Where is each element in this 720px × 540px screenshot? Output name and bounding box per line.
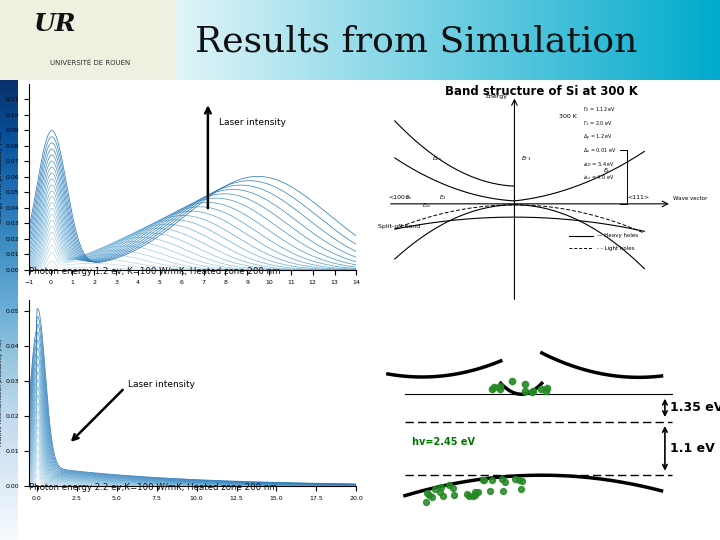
Point bbox=[494, 385, 505, 394]
Point bbox=[426, 493, 438, 502]
Text: $\partial_{LD}$ = 3.4 eV: $\partial_{LD}$ = 3.4 eV bbox=[583, 160, 615, 168]
Point bbox=[429, 484, 441, 493]
Point bbox=[513, 476, 525, 484]
Point bbox=[541, 384, 553, 393]
Text: <100>: <100> bbox=[388, 195, 410, 200]
Point bbox=[520, 380, 531, 389]
Point bbox=[467, 492, 479, 501]
Text: $E_{\Gamma 1}$: $E_{\Gamma 1}$ bbox=[521, 153, 532, 163]
Point bbox=[499, 478, 510, 487]
Text: UNIVERSITÉ DE ROUEN: UNIVERSITÉ DE ROUEN bbox=[50, 59, 130, 65]
Point bbox=[510, 475, 521, 483]
Text: 1.1 eV: 1.1 eV bbox=[670, 442, 715, 455]
Point bbox=[527, 387, 539, 396]
Text: $\Delta_x$ = 0.01 eV: $\Delta_x$ = 0.01 eV bbox=[583, 146, 616, 155]
Point bbox=[477, 476, 489, 485]
Text: $\Gamma_1$ = 2.0 eV: $\Gamma_1$ = 2.0 eV bbox=[583, 119, 613, 128]
Point bbox=[479, 475, 490, 484]
Text: 1.35 eV: 1.35 eV bbox=[670, 401, 720, 414]
Point bbox=[462, 490, 473, 498]
Point bbox=[496, 475, 508, 483]
Text: Band structure of Si at 300 K: Band structure of Si at 300 K bbox=[446, 85, 638, 98]
Text: $E_2$: $E_2$ bbox=[439, 193, 446, 202]
Point bbox=[486, 385, 498, 394]
Text: UR: UR bbox=[34, 12, 76, 36]
Text: $\partial_{Lo}$ = 4.0 eV: $\partial_{Lo}$ = 4.0 eV bbox=[583, 173, 614, 182]
Point bbox=[535, 385, 546, 394]
Text: Results from Simulation: Results from Simulation bbox=[195, 24, 637, 58]
Text: Split-off band: Split-off band bbox=[377, 225, 420, 230]
Text: <111>: <111> bbox=[627, 195, 649, 200]
Text: $E_{vv}$: $E_{vv}$ bbox=[422, 201, 432, 211]
Point bbox=[516, 477, 527, 486]
Point bbox=[449, 491, 460, 500]
Text: Wave vector: Wave vector bbox=[673, 196, 708, 201]
Text: $\Gamma_0$ = 1.12 eV: $\Gamma_0$ = 1.12 eV bbox=[583, 105, 616, 114]
Point bbox=[488, 383, 500, 391]
Point bbox=[485, 487, 496, 496]
Point bbox=[423, 491, 435, 500]
Point bbox=[494, 381, 505, 390]
Point bbox=[516, 485, 527, 494]
Text: - - Light holes: - - Light holes bbox=[596, 246, 634, 251]
Text: Energy: Energy bbox=[485, 94, 508, 99]
Point bbox=[526, 388, 537, 396]
Text: Photon energy 2.2 ev,K=100 W/mK, Heated zone 200 nm: Photon energy 2.2 ev,K=100 W/mK, Heated … bbox=[29, 483, 277, 492]
Point bbox=[437, 491, 449, 500]
Point bbox=[448, 484, 459, 492]
Y-axis label: Energy conv. probability (AU): Energy conv. probability (AU) bbox=[0, 131, 3, 223]
Text: Laser intensity: Laser intensity bbox=[128, 380, 195, 389]
Point bbox=[443, 481, 454, 489]
Text: $\Delta_y$ = 1.2 eV: $\Delta_y$ = 1.2 eV bbox=[583, 133, 613, 143]
Text: $E_t$: $E_t$ bbox=[603, 166, 611, 175]
Point bbox=[421, 489, 433, 497]
Text: — Heavy holes: — Heavy holes bbox=[596, 233, 638, 238]
Point bbox=[497, 487, 508, 496]
Point bbox=[434, 488, 446, 496]
Text: hv=2.45 eV: hv=2.45 eV bbox=[412, 437, 475, 447]
Point bbox=[436, 483, 447, 492]
Point bbox=[520, 387, 531, 395]
Point bbox=[540, 387, 552, 395]
Point bbox=[420, 498, 431, 507]
Point bbox=[506, 376, 518, 385]
Text: Photon energy 1.2 ev, K=100 W/mK, Heated zone 200 nm: Photon energy 1.2 ev, K=100 W/mK, Heated… bbox=[29, 267, 280, 276]
Bar bbox=[0, 0, 175, 80]
Point bbox=[463, 492, 474, 501]
Text: Laser intensity: Laser intensity bbox=[219, 118, 286, 127]
Text: $E_{Lc}$: $E_{Lc}$ bbox=[432, 153, 443, 163]
Text: $E_v$: $E_v$ bbox=[405, 193, 413, 202]
Text: 300 K: 300 K bbox=[559, 114, 577, 119]
Point bbox=[469, 488, 481, 496]
Point bbox=[472, 488, 484, 496]
Y-axis label: relative recombination probability (AU): relative recombination probability (AU) bbox=[0, 339, 3, 447]
Point bbox=[487, 476, 498, 484]
Point bbox=[469, 491, 481, 500]
